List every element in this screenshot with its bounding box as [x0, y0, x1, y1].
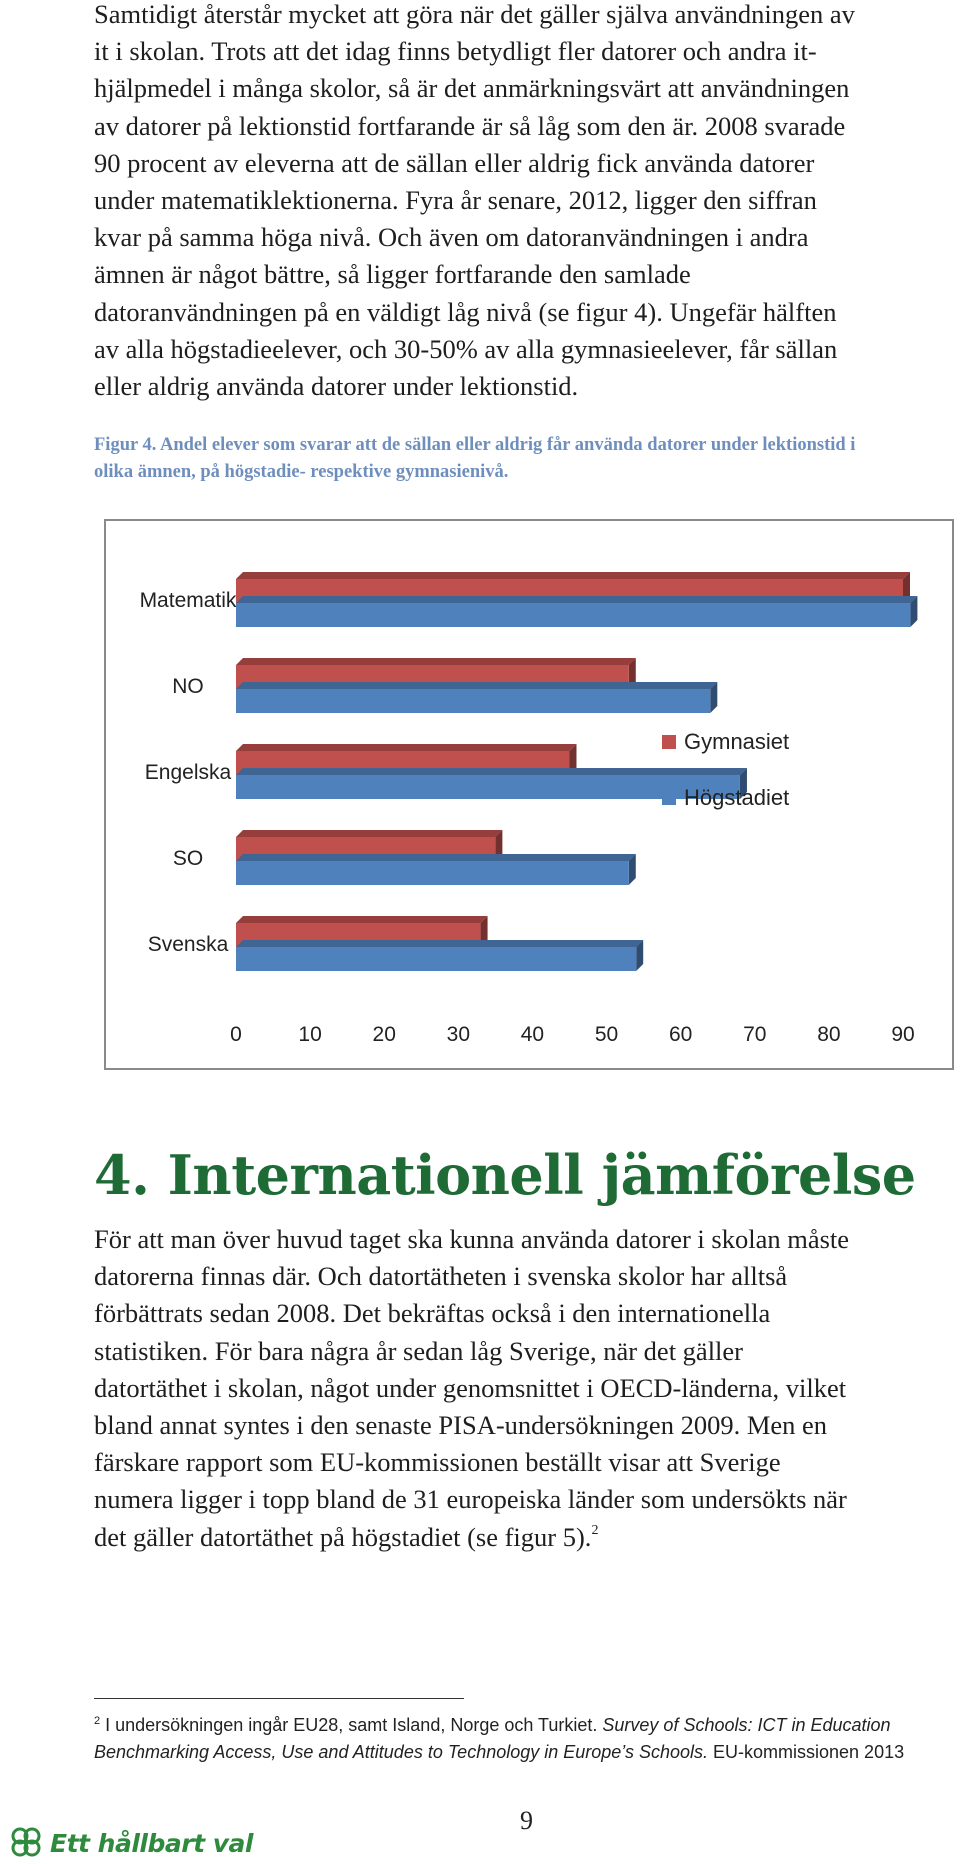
- bar-side-h-gstadiet-2: [739, 768, 747, 799]
- x-tick-label: 20: [373, 1023, 396, 1046]
- bar-top-h-gstadiet-4: [236, 940, 644, 947]
- body-top-line: Samtidigt återstår mycket att göra när d…: [94, 0, 855, 29]
- footnote-title: Survey of Schools: ICT in Education Benc…: [94, 1715, 891, 1762]
- body-bottom-line: statistiken. För bara några år sedan låg…: [94, 1335, 744, 1366]
- body-bottom-line: förbättrats sedan 2008. Det bekräftas oc…: [94, 1298, 771, 1329]
- bar-top-h-gstadiet-2: [236, 768, 747, 775]
- figure-caption-line-1: Figur 4. Andel elever som svarar att de …: [94, 435, 856, 455]
- x-tick-label: 10: [298, 1023, 321, 1046]
- x-tick-label: 0: [230, 1023, 242, 1046]
- bar-side-gymnasiet-1: [628, 658, 636, 689]
- bar-side-gymnasiet-3: [495, 830, 503, 861]
- x-tick-label: 30: [447, 1023, 470, 1046]
- page-number: 9: [520, 1806, 533, 1835]
- body-top-line: ämnen är något bättre, så ligger fortfar…: [94, 259, 691, 290]
- body-bottom-paragraph: För att man över huvud taget ska kunna a…: [94, 1221, 960, 1556]
- body-top-line: kvar på samma höga nivå. Och även om dat…: [94, 222, 809, 253]
- x-tick-label: 80: [817, 1023, 840, 1046]
- x-tick-label: 70: [743, 1023, 766, 1046]
- body-bottom-line: bland annat syntes i den senaste PISA-un…: [94, 1410, 828, 1441]
- body-top-line: 90 procent av eleverna att de sällan ell…: [94, 147, 815, 178]
- footnote-text: I undersökningen ingår EU28, samt Island…: [100, 1715, 603, 1735]
- legend-label: Gymnasiet: [684, 729, 789, 754]
- body-bottom-line: datortäthet i skolan, något under genoms…: [94, 1372, 847, 1403]
- body-top-paragraph: Samtidigt återstår mycket att göra när d…: [94, 0, 960, 405]
- x-tick-label: 40: [521, 1023, 544, 1046]
- legend-swatch: [662, 735, 676, 749]
- footnote-marker: 2: [94, 1715, 101, 1727]
- bar-chart-svg: Matematik NO Engelska SO Svenska 0 10 20 30 40 50 6…: [140, 572, 918, 1046]
- footnote-divider: [94, 1698, 464, 1699]
- figure-caption-line-2: olika ämnen, på högstadie- respektive gy…: [94, 462, 509, 482]
- bar-h-gstadiet-4: [236, 947, 637, 971]
- category-label: Engelska: [145, 761, 232, 784]
- body-top-line: av datorer på lektionstid fortfarande är…: [94, 110, 846, 141]
- footnote: 2 I undersökningen ingår EU28, samt Isla…: [94, 1708, 924, 1766]
- bar-side-gymnasiet-0: [903, 572, 910, 603]
- footnote-reference[interactable]: 2: [591, 1522, 599, 1538]
- legend-swatch: [662, 791, 676, 805]
- section-heading: 4. Internationell jämförelse: [94, 1143, 916, 1207]
- category-label: SO: [173, 847, 203, 870]
- footnote-tail: EU-kommissionen 2013: [708, 1742, 905, 1762]
- body-top-line: av alla högstadieelever, och 30-50% av a…: [94, 333, 838, 364]
- legend-label: Högstadiet: [684, 785, 789, 810]
- bar-side-h-gstadiet-1: [710, 682, 718, 713]
- bar-top-gymnasiet-0: [236, 572, 910, 579]
- bar-top-gymnasiet-2: [236, 744, 577, 751]
- bar-side-h-gstadiet-4: [636, 940, 644, 971]
- bar-top-gymnasiet-1: [236, 658, 636, 665]
- bar-top-gymnasiet-3: [236, 830, 503, 837]
- x-tick-label: 50: [595, 1023, 618, 1046]
- body-top-line: it i skolan. Trots att det idag finns be…: [94, 36, 817, 67]
- category-label: Svenska: [148, 933, 229, 956]
- bar-side-gymnasiet-2: [569, 744, 577, 775]
- body-bottom-line: det gäller datortäthet på högstadiet (se…: [94, 1521, 592, 1552]
- clover-logo-icon: [11, 1827, 41, 1857]
- bar-h-gstadiet-1: [236, 689, 711, 713]
- bar-top-h-gstadiet-3: [236, 854, 636, 861]
- body-top-line: eller aldrig använda datorer under lekti…: [94, 371, 579, 402]
- bar-top-gymnasiet-4: [236, 916, 488, 923]
- body-bottom-line: färskare rapport som EU-kommissionen bes…: [94, 1447, 781, 1478]
- body-top-line: datoranvändningen på en väldigt låg nivå…: [94, 296, 837, 327]
- bar-h-gstadiet-0: [236, 603, 911, 627]
- bar-side-gymnasiet-4: [480, 916, 488, 947]
- logo-text: Ett hållbart val: [50, 1828, 253, 1858]
- body-top-line: hjälpmedel i många skolor, så är det anm…: [94, 73, 850, 104]
- bar-h-gstadiet-2: [236, 775, 740, 799]
- bar-top-h-gstadiet-0: [236, 596, 918, 603]
- bar-chart: Matematik NO Engelska SO Svenska 0 10 20 30 40 50 6…: [104, 519, 954, 1070]
- figure-caption: Figur 4. Andel elever som svarar att de …: [94, 432, 954, 486]
- bar-top-h-gstadiet-1: [236, 682, 718, 689]
- category-label: NO: [172, 675, 204, 698]
- bar-side-h-gstadiet-0: [910, 596, 918, 627]
- body-top-line: under matematiklektionerna. Fyra år sena…: [94, 185, 817, 216]
- x-tick-label: 90: [891, 1023, 914, 1046]
- body-bottom-line: numera ligger i topp bland de 31 europei…: [94, 1484, 847, 1515]
- bar-h-gstadiet-3: [236, 861, 629, 885]
- x-tick-label: 60: [669, 1023, 692, 1046]
- body-bottom-line: datorerna finnas där. Och datortätheten …: [94, 1261, 788, 1292]
- logo: Ett hållbart val: [8, 1826, 253, 1860]
- body-bottom-line: För att man över huvud taget ska kunna a…: [94, 1224, 850, 1254]
- category-label: Matematik: [140, 589, 237, 612]
- bar-side-h-gstadiet-3: [628, 854, 636, 885]
